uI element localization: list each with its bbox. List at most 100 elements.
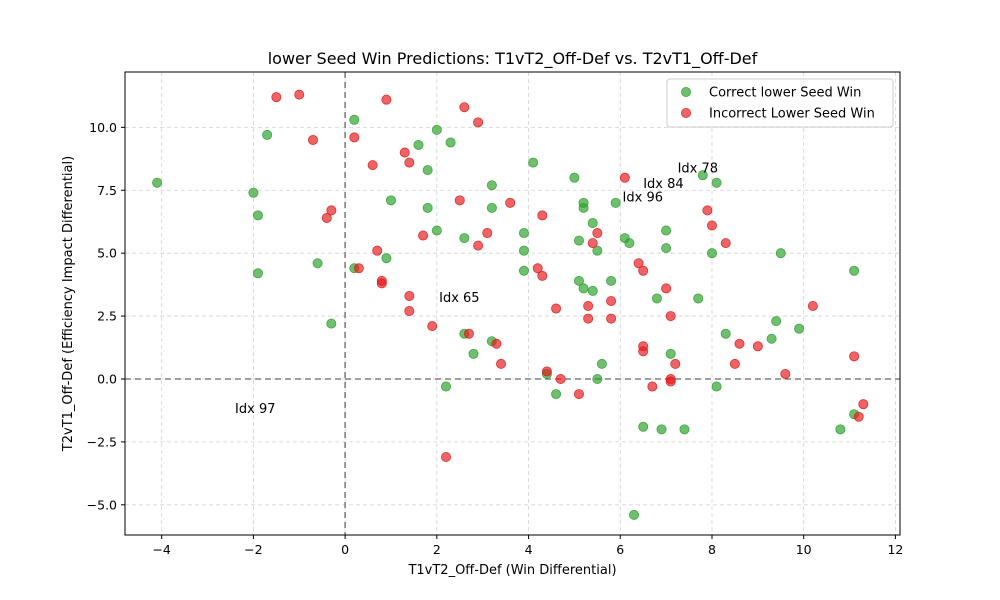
data-point [528,157,539,168]
data-point [592,228,603,239]
data-point [486,202,497,213]
data-point [706,220,717,231]
data-point [326,205,337,216]
data-point [431,225,442,236]
data-point [720,328,731,339]
legend-label: Incorrect Lower Seed Win [709,107,875,122]
point-annotation: Idx 84 [643,177,683,192]
legend-marker [681,108,692,119]
data-point [624,238,635,249]
data-point [248,187,259,198]
data-point [413,139,424,150]
data-point [729,358,740,369]
data-point [555,373,566,384]
reference-lines [125,72,900,535]
data-point [693,293,704,304]
data-point [661,243,672,254]
incorrect-series [271,89,869,462]
data-point [518,265,529,276]
data-point [431,124,442,135]
data-point [771,316,782,327]
data-point [606,313,617,324]
data-point [252,210,263,221]
data-point [473,240,484,251]
data-point [775,248,786,259]
x-tick-label: 10 [796,542,812,557]
data-point [518,228,529,239]
data-point [583,313,594,324]
data-point [583,301,594,312]
data-point [537,210,548,221]
data-point [486,180,497,191]
x-tick-label: 12 [887,542,903,557]
data-point [794,323,805,334]
data-point [835,424,846,435]
data-point [752,341,763,352]
y-tick-label: −5.0 [87,497,117,512]
data-point [661,283,672,294]
data-point [807,301,818,312]
data-point [606,295,617,306]
data-point [353,263,364,274]
data-point [670,358,681,369]
data-point [679,424,690,435]
correct-series [152,114,860,520]
data-point [706,248,717,259]
data-point [473,117,484,128]
data-point [422,202,433,213]
data-point [849,265,860,276]
data-point [647,381,658,392]
data-point [496,358,507,369]
data-point [720,238,731,249]
data-point [372,245,383,256]
data-point [578,202,589,213]
data-point [152,177,163,188]
point-annotation: Idx 65 [439,291,479,306]
data-point [569,172,580,183]
data-point [404,290,415,301]
data-point [849,351,860,362]
data-point [463,328,474,339]
x-tick-label: 0 [341,542,349,557]
y-tick-label: 7.5 [97,183,117,198]
data-point [551,303,562,314]
data-point [629,509,640,520]
data-point [551,389,562,400]
y-tick-label: 0.0 [97,371,117,386]
chart-title: lower Seed Win Predictions: T1vT2_Off-De… [268,49,758,69]
data-point [491,338,502,349]
data-point [422,165,433,176]
legend: Correct lower Seed Win Incorrect Lower Se… [666,78,894,128]
data-point [349,114,360,125]
y-tick-label: 5.0 [97,246,117,261]
data-point [385,195,396,206]
data-point [780,368,791,379]
data-point [252,268,263,279]
data-point [454,195,465,206]
grid [125,72,900,535]
y-tick-label: −2.5 [87,434,117,449]
data-point [587,238,598,249]
data-point [271,92,282,103]
y-tick-label: 2.5 [97,309,117,324]
point-annotation: Idx 78 [678,162,718,177]
data-point [858,399,869,410]
data-point [573,275,584,286]
data-point [638,346,649,357]
legend-marker [681,87,692,98]
data-point [766,333,777,344]
data-point [376,278,387,289]
x-tick-label: −2 [244,542,262,557]
data-point [665,376,676,387]
data-point [661,225,672,236]
y-tick-label: 10.0 [89,120,117,135]
data-point [592,245,603,256]
data-point [321,212,332,223]
data-point [418,230,429,241]
plot-frame [124,71,901,536]
data-point [459,102,470,113]
data-point [592,373,603,384]
data-point [711,177,722,188]
